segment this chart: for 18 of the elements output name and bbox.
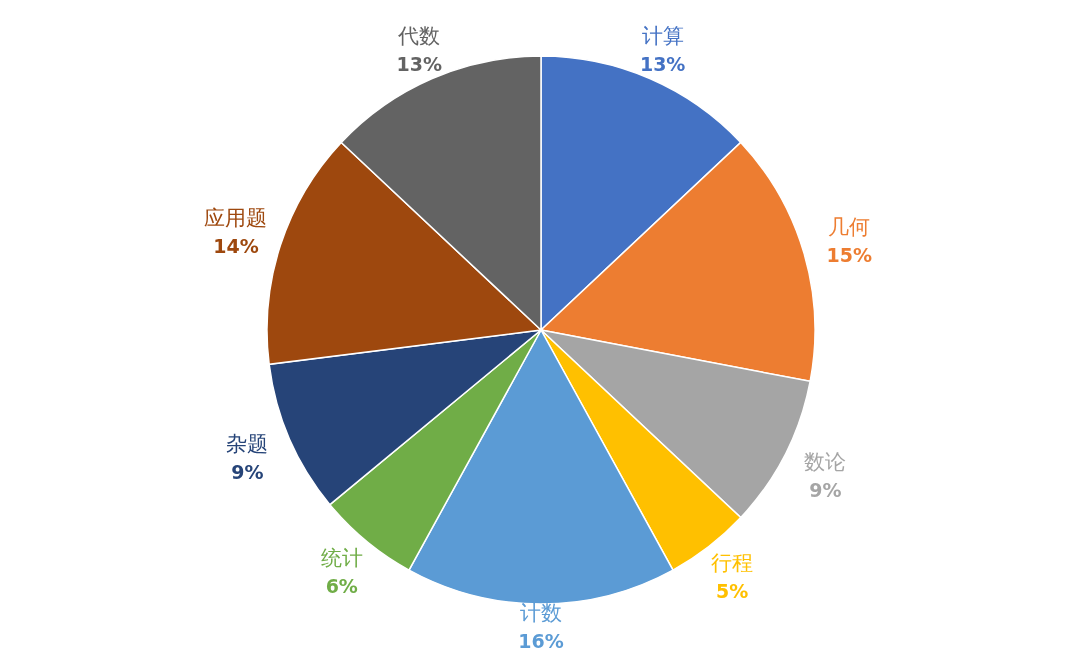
- slice-label: 几何: [828, 215, 871, 240]
- data-label: 16%: [518, 630, 564, 652]
- slice-label: 行程: [711, 551, 754, 576]
- slice-label: 代数: [397, 23, 441, 48]
- data-label: 9%: [231, 461, 264, 484]
- data-label: 9%: [809, 478, 842, 501]
- data-label: 13%: [396, 52, 443, 75]
- data-label: 14%: [213, 234, 259, 257]
- slice-label: 计数: [520, 601, 562, 625]
- slice-label: 计算: [641, 23, 684, 48]
- data-label: 15%: [826, 244, 872, 267]
- slice-label: 杂题: [226, 432, 269, 457]
- slice-label: 数论: [804, 449, 847, 474]
- data-label: 13%: [639, 52, 686, 75]
- slice-label: 应用题: [204, 205, 268, 230]
- data-label: 6%: [325, 574, 358, 597]
- slice-label: 统计: [320, 545, 363, 570]
- data-label: 5%: [716, 580, 749, 603]
